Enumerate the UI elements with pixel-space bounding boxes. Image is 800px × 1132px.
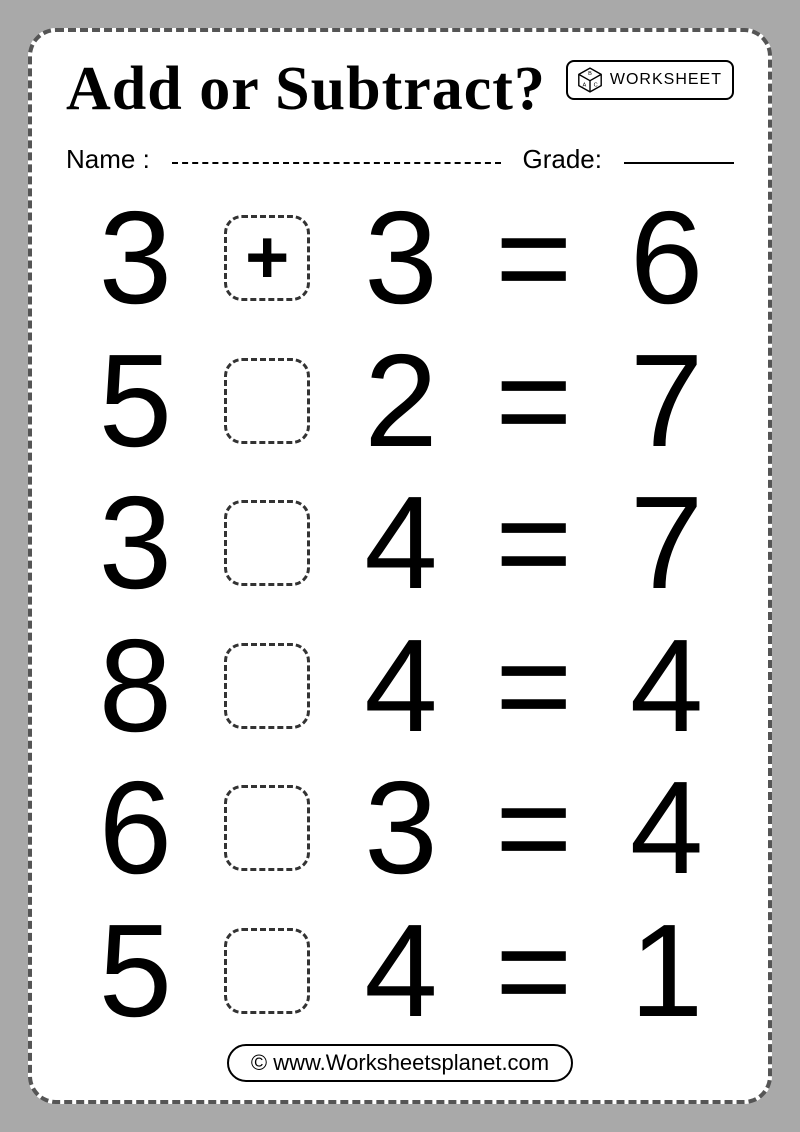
operator-box[interactable] [224,500,310,586]
operator-box[interactable]: + [224,215,310,301]
name-label: Name : [66,144,150,175]
operator-box[interactable] [224,358,310,444]
footer-attribution: © www.Worksheetsplanet.com [227,1044,573,1082]
equation-row: 3 4 = 7 [68,477,732,609]
header-row: Add or Subtract? B A C WORKSHEET [66,58,734,120]
operand-a: 8 [99,620,170,752]
footer: © www.Worksheetsplanet.com [66,1042,734,1082]
operator-box[interactable] [224,928,310,1014]
result: 4 [630,620,701,752]
operator-box[interactable] [224,643,310,729]
operand-b: 3 [364,192,435,324]
abc-cube-icon: B A C [576,66,604,94]
problems-list: 3 + 3 = 6 5 2 = 7 3 4 = 7 8 4 = 4 6 [66,183,734,1042]
operand-b: 4 [364,905,435,1037]
operand-b: 3 [364,762,435,894]
operand-b: 4 [364,477,435,609]
equation-row: 6 3 = 4 [68,762,732,894]
operand-b: 4 [364,620,435,752]
result: 1 [630,905,701,1037]
grade-input-line[interactable] [624,162,734,164]
worksheet-badge: B A C WORKSHEET [566,60,734,100]
result: 4 [630,762,701,894]
equals-sign: = [495,620,570,752]
worksheet-sheet: Add or Subtract? B A C WORKSHEET Name : … [28,28,772,1104]
equals-sign: = [495,192,570,324]
svg-text:C: C [593,82,597,88]
grade-label: Grade: [523,144,603,175]
equation-row: 5 2 = 7 [68,335,732,467]
equals-sign: = [495,477,570,609]
operator-box[interactable] [224,785,310,871]
equation-row: 5 4 = 1 [68,905,732,1037]
meta-row: Name : Grade: [66,144,734,175]
operand-a: 3 [99,192,170,324]
svg-text:B: B [588,71,592,77]
result: 7 [630,477,701,609]
equals-sign: = [495,905,570,1037]
result: 7 [630,335,701,467]
badge-label: WORKSHEET [610,71,722,89]
operand-a: 3 [99,477,170,609]
operand-a: 5 [99,335,170,467]
operand-a: 5 [99,905,170,1037]
equation-row: 3 + 3 = 6 [68,192,732,324]
operand-b: 2 [364,335,435,467]
equals-sign: = [495,335,570,467]
page-title: Add or Subtract? [66,58,546,120]
name-input-line[interactable] [172,162,501,164]
result: 6 [630,192,701,324]
svg-text:A: A [582,82,586,88]
equals-sign: = [495,762,570,894]
equation-row: 8 4 = 4 [68,620,732,752]
operand-a: 6 [99,762,170,894]
